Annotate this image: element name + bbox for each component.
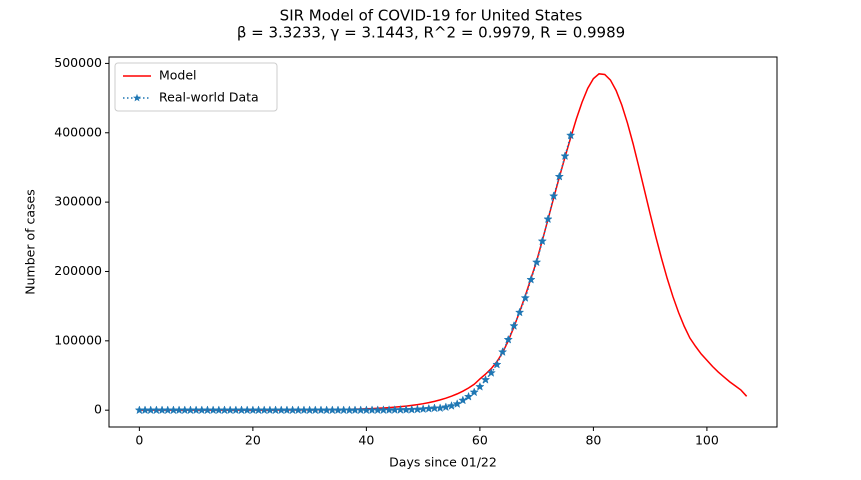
y-axis-label: Number of cases [23,189,38,294]
plot-frame [108,56,778,428]
data-point [549,191,559,201]
data-point [486,367,496,377]
legend-label: Model [159,68,197,83]
data-point [537,236,547,246]
data-point [543,214,553,224]
data-point [480,374,491,384]
x-tick-label: 0 [135,433,143,448]
y-tick-label: 400000 [54,124,102,139]
data-point [469,387,479,397]
data-point [418,404,428,414]
y-tick-label: 300000 [54,194,102,209]
data-point [520,293,530,302]
data-point [446,401,457,410]
y-tick-label: 0 [94,402,102,417]
x-tick-label: 60 [472,433,488,448]
data-point [514,307,525,317]
data-point [492,359,502,369]
x-tick-label: 40 [358,433,374,448]
data-point [452,399,462,408]
x-tick-label: 80 [585,433,601,448]
chart-title: SIR Model of COVID-19 for United States [280,7,583,25]
data-point [509,321,519,330]
y-tick-label: 100000 [54,332,102,347]
data-point [475,381,485,391]
x-tick-label: 100 [695,433,719,448]
legend-box [114,62,278,112]
y-tick-label: 500000 [54,55,102,70]
data-point [503,334,513,344]
series-line [139,73,748,411]
data-point [435,403,445,413]
data-point [560,151,570,161]
series-line [139,135,572,411]
data-point [424,403,434,413]
data-point [554,171,565,181]
legend-label: Real-world Data [159,90,259,105]
chart-subtitle: β = 3.3233, γ = 3.1443, R^2 = 0.9979, R … [237,24,625,42]
legend-marker [133,93,141,102]
data-point [566,130,576,140]
data-point [458,395,468,405]
data-point [531,257,542,267]
x-tick-label: 20 [245,433,261,448]
data-point [526,274,536,284]
y-tick-label: 200000 [54,263,102,278]
data-point [441,402,451,412]
x-axis-label: Days since 01/22 [389,455,497,470]
data-point [463,391,474,401]
data-point [412,404,423,414]
data-point [497,347,508,357]
